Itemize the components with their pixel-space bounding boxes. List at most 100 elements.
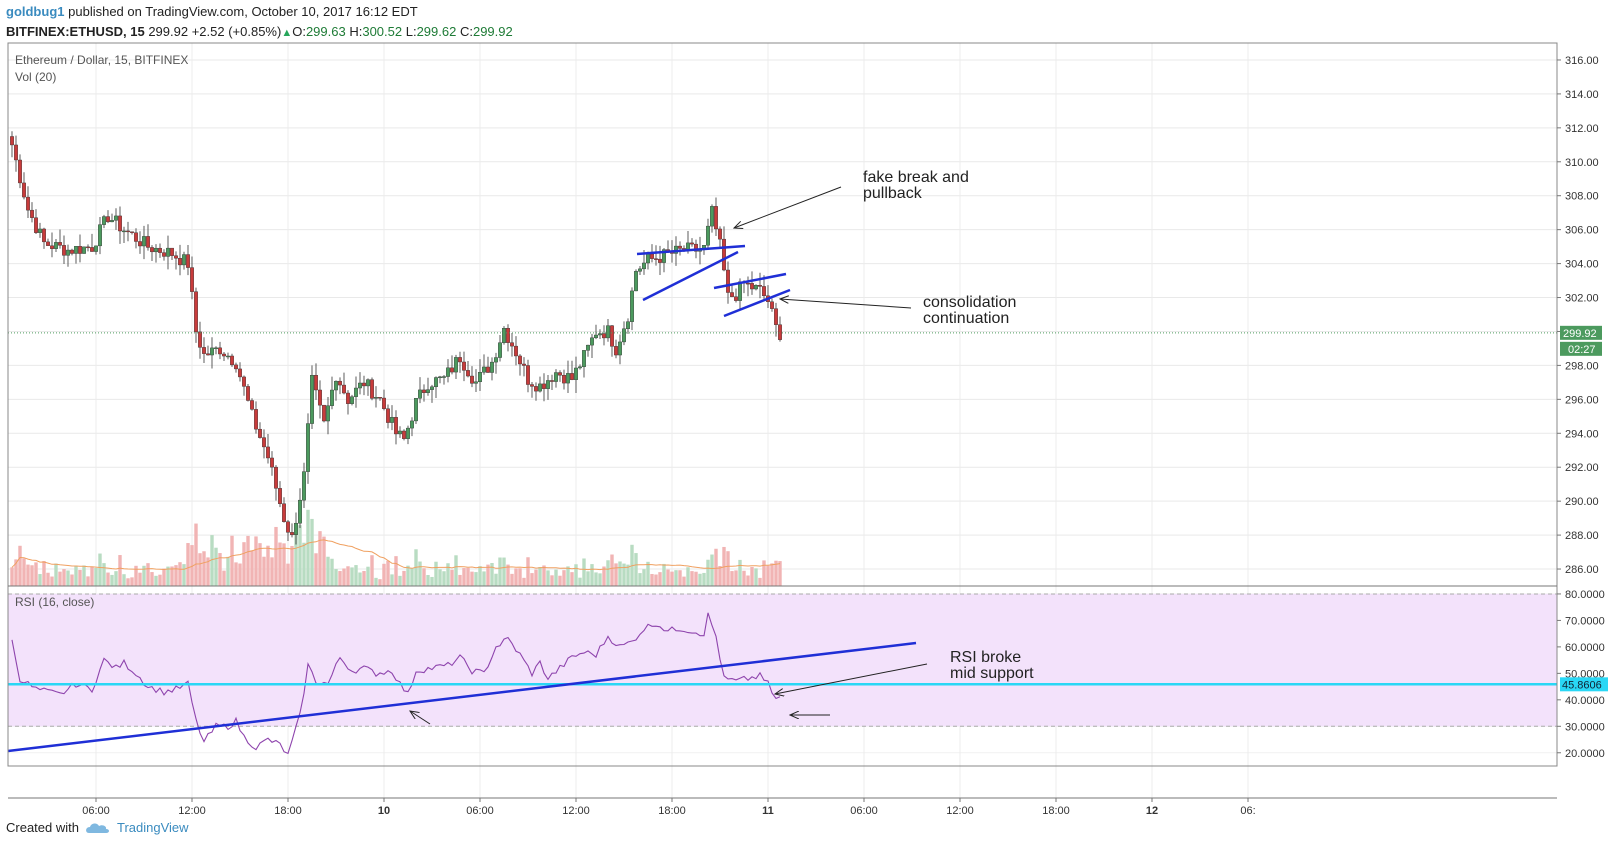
candle-body bbox=[86, 246, 90, 249]
candle-body bbox=[158, 247, 162, 253]
price-tick-label: 292.00 bbox=[1565, 462, 1599, 474]
volume-bar bbox=[26, 564, 30, 586]
candle-body bbox=[166, 247, 170, 257]
price-tick-label: 296.00 bbox=[1565, 394, 1599, 406]
candle-body bbox=[410, 420, 414, 429]
volume-bar bbox=[730, 571, 734, 586]
candle-body bbox=[58, 242, 62, 246]
volume-bar bbox=[266, 545, 270, 586]
volume-bar bbox=[562, 570, 566, 586]
candle-body bbox=[738, 281, 742, 301]
volume-bar bbox=[658, 572, 662, 586]
volume-bar bbox=[578, 577, 582, 586]
candle-body bbox=[90, 247, 94, 252]
volume-bar bbox=[370, 555, 374, 586]
volume-bar bbox=[666, 569, 670, 586]
candle-body bbox=[362, 382, 366, 387]
volume-bar bbox=[402, 570, 406, 586]
volume-bar bbox=[182, 564, 186, 586]
candle-body bbox=[582, 350, 586, 367]
volume-bar bbox=[358, 572, 362, 586]
volume-bar bbox=[418, 561, 422, 586]
candle-body bbox=[478, 372, 482, 383]
candle-body bbox=[234, 364, 238, 370]
candle-body bbox=[210, 347, 214, 356]
volume-bar bbox=[586, 571, 590, 586]
candle-body bbox=[586, 344, 590, 351]
candle-body bbox=[330, 389, 334, 406]
volume-bar bbox=[334, 569, 338, 586]
volume-bar bbox=[590, 564, 594, 586]
volume-bar bbox=[698, 573, 702, 586]
volume-bar bbox=[34, 562, 38, 586]
candle-body bbox=[34, 217, 38, 233]
volume-bar bbox=[174, 565, 178, 586]
rsi-tick-label: 80.0000 bbox=[1565, 589, 1605, 601]
last-price-tag bbox=[1560, 325, 1602, 340]
footer: Created with TradingView bbox=[6, 820, 189, 835]
candle-body bbox=[450, 367, 454, 373]
candle-body bbox=[190, 267, 194, 292]
rsi-trendline bbox=[7, 641, 917, 753]
candle-body bbox=[106, 216, 110, 223]
volume-bar bbox=[638, 573, 642, 586]
candle-body bbox=[126, 230, 130, 233]
candle-body bbox=[18, 159, 22, 184]
candle-body bbox=[566, 373, 570, 384]
volume-bar bbox=[166, 566, 170, 586]
rsi-tick-label: 60.0000 bbox=[1565, 642, 1605, 654]
volume-bar bbox=[50, 576, 54, 586]
countdown-tag bbox=[1560, 341, 1602, 356]
tradingview-link[interactable]: TradingView bbox=[116, 820, 189, 835]
candle-body bbox=[438, 376, 442, 379]
rsi-title: RSI (16, close) bbox=[15, 595, 94, 609]
volume-bar bbox=[610, 554, 614, 586]
volume-bar bbox=[322, 536, 326, 586]
candle-body bbox=[274, 466, 278, 489]
candle-body bbox=[706, 225, 710, 246]
candle-body bbox=[646, 253, 650, 264]
volume-label: Vol (20) bbox=[15, 70, 56, 84]
candle-body bbox=[146, 236, 150, 248]
candle-body bbox=[186, 254, 190, 268]
candle-body bbox=[398, 430, 402, 435]
volume-bar bbox=[130, 577, 134, 586]
volume-bar bbox=[150, 572, 154, 586]
volume-bar bbox=[654, 574, 658, 586]
volume-bar bbox=[294, 532, 298, 586]
candle-body bbox=[182, 254, 186, 266]
candle-body bbox=[346, 392, 350, 404]
volume-bar bbox=[202, 551, 206, 586]
candle-body bbox=[562, 374, 566, 384]
volume-bar bbox=[770, 563, 774, 586]
volume-bar bbox=[626, 564, 630, 586]
volume-bar bbox=[18, 545, 22, 586]
volume-bar bbox=[774, 560, 778, 586]
author-link[interactable]: goldbug1 bbox=[6, 4, 65, 19]
candle-body bbox=[198, 331, 202, 348]
candle-body bbox=[130, 231, 134, 233]
volume-bar bbox=[338, 571, 342, 586]
candle-body bbox=[374, 397, 378, 399]
volume-bar bbox=[466, 567, 470, 586]
candle-body bbox=[486, 366, 490, 373]
volume-bar bbox=[726, 551, 730, 586]
candle-body bbox=[746, 282, 750, 285]
volume-bar bbox=[534, 569, 538, 586]
volume-bar bbox=[742, 570, 746, 586]
volume-bar bbox=[518, 568, 522, 586]
candle-body bbox=[366, 379, 370, 387]
volume-bar bbox=[502, 557, 506, 586]
candle-body bbox=[770, 301, 774, 309]
volume-bar bbox=[302, 542, 306, 586]
arrow-fake-break bbox=[734, 186, 842, 228]
candle-body bbox=[78, 246, 82, 254]
volume-bar bbox=[714, 548, 718, 586]
volume-bar bbox=[558, 575, 562, 586]
volume-bar bbox=[186, 543, 190, 586]
candle-body bbox=[54, 242, 58, 249]
candle-body bbox=[778, 324, 782, 340]
volume-bar bbox=[326, 556, 330, 586]
volume-bar bbox=[354, 565, 358, 586]
